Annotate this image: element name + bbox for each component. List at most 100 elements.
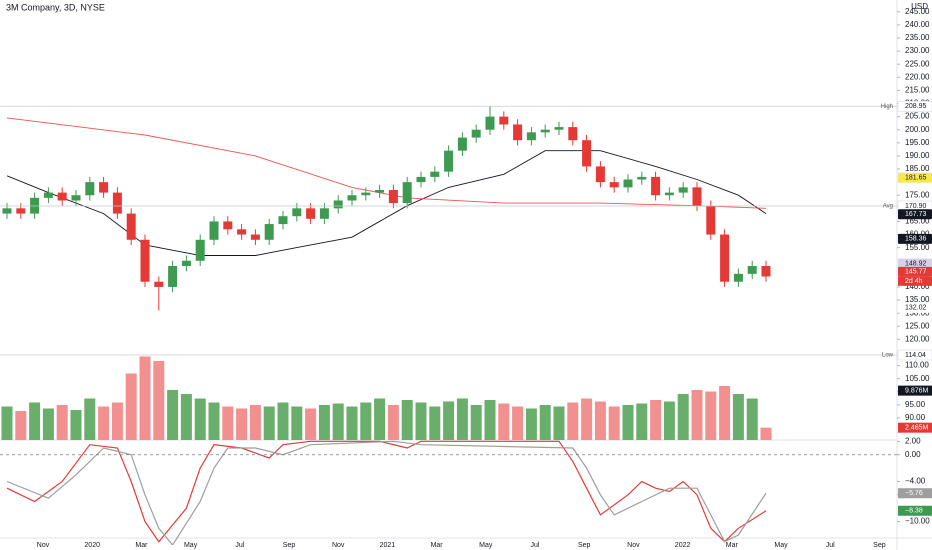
time-label: Sep bbox=[283, 542, 296, 549]
y-tick-label: 230.00 bbox=[905, 46, 930, 55]
osc-tick-label: 0.00 bbox=[905, 450, 921, 459]
volume-bar bbox=[360, 402, 372, 440]
y-tick-label: 200.00 bbox=[905, 125, 930, 134]
volume-bar bbox=[732, 394, 744, 440]
time-label: Sep bbox=[578, 542, 591, 549]
candle-body bbox=[168, 265, 178, 287]
y-tick-label: 155.00 bbox=[905, 243, 930, 252]
candle-body bbox=[16, 208, 26, 214]
volume-bar bbox=[84, 398, 96, 440]
volume-bar bbox=[318, 405, 330, 440]
candle-body bbox=[761, 265, 771, 277]
time-label: Jul bbox=[826, 542, 835, 549]
volume-bar bbox=[167, 390, 179, 440]
reference-label: Avg bbox=[883, 204, 893, 210]
volume-bar bbox=[1, 406, 13, 440]
candle-body bbox=[651, 176, 661, 196]
candle-body bbox=[278, 216, 288, 225]
y-tick-label: 220.00 bbox=[905, 72, 930, 81]
reference-value: 208.95 bbox=[905, 103, 927, 110]
reference-label: High bbox=[881, 104, 893, 110]
volume-bar bbox=[663, 401, 675, 440]
y-tick-label: 190.00 bbox=[905, 151, 930, 160]
volume-bar bbox=[180, 394, 192, 440]
candle-body bbox=[43, 192, 53, 198]
volume-bar bbox=[456, 398, 468, 440]
time-label: Nov bbox=[37, 542, 50, 549]
time-label: Mar bbox=[431, 542, 444, 549]
y-tick-label: 195.00 bbox=[905, 138, 930, 147]
candle-body bbox=[237, 229, 247, 235]
price-badge-label: 181.65 bbox=[905, 175, 927, 182]
osc-badge-label: −8.38 bbox=[905, 508, 923, 515]
candle-body bbox=[457, 137, 467, 151]
y-tick-label: 165.00 bbox=[905, 217, 930, 226]
price-badge bbox=[898, 233, 932, 244]
candle-body bbox=[582, 140, 592, 167]
candle-body bbox=[554, 127, 564, 130]
candle-body bbox=[292, 208, 302, 217]
time-label: Nov bbox=[332, 542, 345, 549]
candle-body bbox=[112, 192, 122, 214]
candle-body bbox=[181, 260, 191, 266]
time-label: May bbox=[774, 542, 788, 549]
volume-bar bbox=[705, 391, 717, 440]
price-pane bbox=[1, 106, 772, 440]
volume-badge bbox=[898, 385, 932, 396]
volume-bar bbox=[222, 406, 234, 440]
candle-body bbox=[2, 208, 12, 214]
price-badge-label: 132.02 bbox=[905, 305, 927, 312]
volume-bar bbox=[15, 411, 27, 440]
y-tick-label: 110.00 bbox=[905, 361, 929, 370]
volume-bar bbox=[42, 408, 54, 440]
candle-body bbox=[595, 166, 605, 183]
time-label: Mar bbox=[135, 542, 148, 549]
time-label: Jul bbox=[235, 542, 244, 549]
volume-bar bbox=[622, 405, 634, 440]
candle-body bbox=[471, 129, 481, 138]
y-tick-label: 95.00 bbox=[905, 400, 926, 409]
candle-body bbox=[485, 116, 495, 130]
volume-bar bbox=[429, 406, 441, 440]
candle-body bbox=[361, 192, 371, 196]
volume-bar bbox=[111, 402, 123, 440]
time-label: Nov bbox=[627, 542, 640, 549]
candle-body bbox=[347, 195, 357, 201]
time-label: 2021 bbox=[380, 542, 396, 549]
time-label: Mar bbox=[726, 542, 739, 549]
volume-bar bbox=[719, 386, 731, 440]
volume-bar bbox=[194, 398, 206, 440]
volume-bar bbox=[401, 400, 413, 440]
y-tick-label: 125.00 bbox=[905, 321, 930, 330]
volume-bar bbox=[567, 402, 579, 440]
reference-label: Low bbox=[882, 353, 894, 359]
candle-body bbox=[195, 239, 205, 261]
y-tick-label: 140.00 bbox=[905, 282, 930, 291]
volume-bar bbox=[470, 405, 482, 440]
currency: USD bbox=[911, 2, 928, 11]
volume-bar bbox=[56, 405, 68, 440]
price-badge-label: 158.36 bbox=[905, 236, 927, 243]
volume-bar bbox=[691, 390, 703, 440]
candle-body bbox=[637, 176, 647, 180]
volume-bar bbox=[277, 402, 289, 440]
volume-bar bbox=[387, 405, 399, 440]
volume-bar bbox=[539, 405, 551, 440]
volume-bar bbox=[608, 406, 620, 440]
time-label: 2020 bbox=[84, 542, 100, 549]
volume-bar bbox=[650, 400, 662, 440]
reference-value: 114.04 bbox=[905, 352, 926, 359]
time-label: May bbox=[479, 542, 493, 549]
reference-badge bbox=[897, 101, 932, 112]
candle-body bbox=[57, 192, 67, 201]
y-tick-label: 185.00 bbox=[905, 164, 930, 173]
osc-badge bbox=[898, 505, 932, 516]
volume-bar bbox=[498, 403, 510, 440]
volume-bar bbox=[374, 398, 386, 440]
volume-bar bbox=[263, 406, 275, 440]
volume-bar bbox=[760, 427, 772, 440]
candle-body bbox=[609, 182, 619, 188]
volume-bar bbox=[581, 398, 593, 440]
